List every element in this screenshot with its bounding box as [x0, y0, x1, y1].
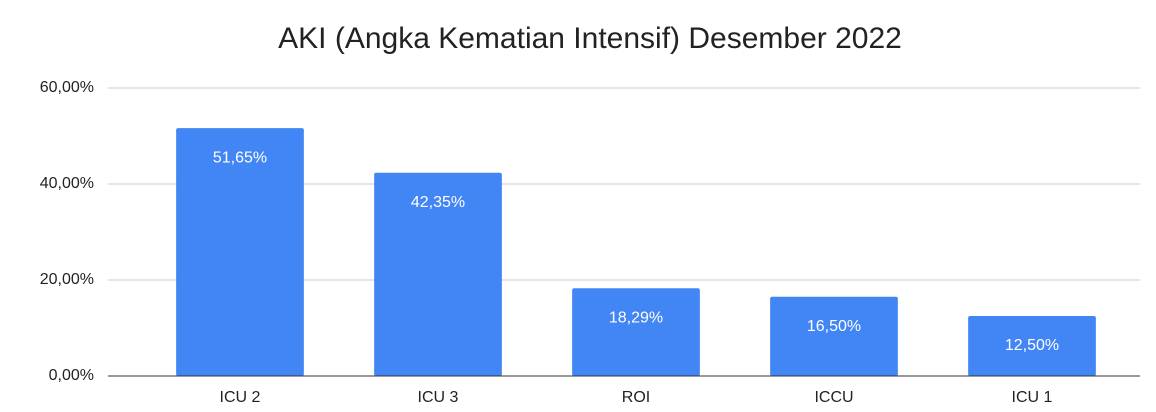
- value-label: 42,35%: [411, 194, 465, 211]
- bar: [968, 316, 1096, 376]
- value-label: 51,65%: [213, 149, 267, 166]
- x-tick-label: ICU 3: [418, 389, 459, 406]
- bar: [176, 128, 304, 376]
- x-tick-label: ROI: [622, 389, 650, 406]
- y-tick-label: 0,00%: [49, 367, 94, 384]
- value-label: 16,50%: [807, 318, 861, 335]
- bar: [572, 288, 700, 376]
- y-tick-label: 20,00%: [40, 271, 94, 288]
- bar: [374, 172, 502, 376]
- value-label: 12,50%: [1005, 337, 1059, 354]
- x-tick-label: ICU 2: [220, 389, 261, 406]
- x-tick-label: ICCU: [814, 389, 853, 406]
- x-tick-label: ICU 1: [1012, 389, 1053, 406]
- chart-title: AKI (Angka Kematian Intensif) Desember 2…: [278, 22, 902, 55]
- y-tick-label: 60,00%: [40, 79, 94, 96]
- value-label: 18,29%: [609, 309, 663, 326]
- bar: [770, 296, 898, 376]
- y-tick-label: 40,00%: [40, 175, 94, 192]
